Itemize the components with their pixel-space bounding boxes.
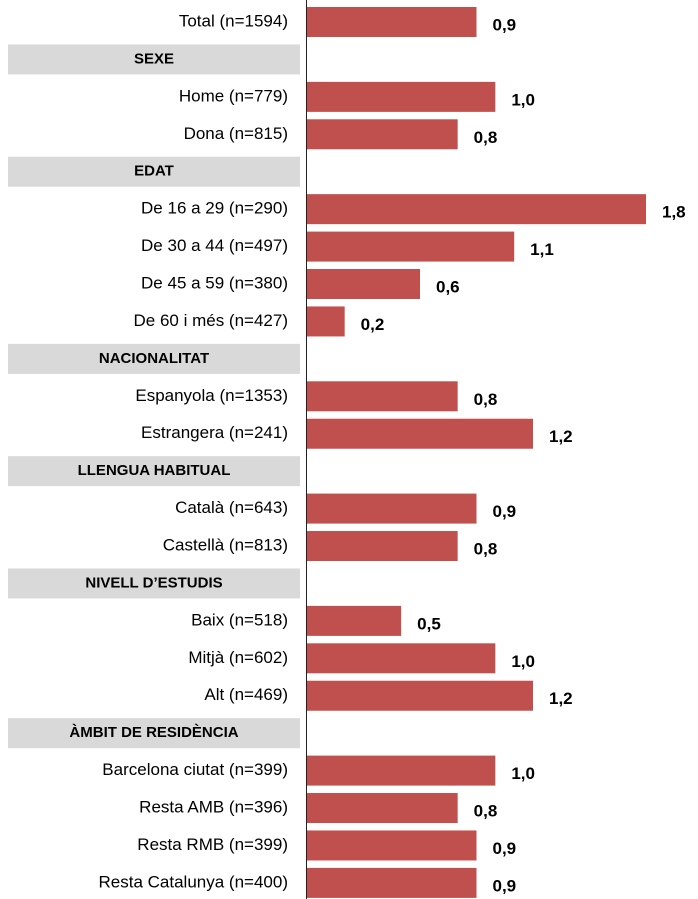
group-header: ÀMBIT DE RESIDÈNCIA: [69, 724, 238, 741]
bar: [307, 231, 515, 262]
value-label: 0,9: [493, 15, 517, 34]
category-label: Castellà (n=813): [163, 536, 288, 555]
category-label: Total (n=1594): [179, 11, 288, 30]
category-label: Mitjà (n=602): [188, 648, 288, 667]
bar: [307, 605, 402, 636]
group-header: SEXE: [134, 50, 174, 67]
group-header-bg: [8, 718, 300, 749]
bar: [307, 418, 533, 449]
bar: [307, 306, 345, 337]
bar: [307, 493, 477, 524]
value-label: 1,0: [511, 90, 535, 109]
group-header: LLENGUA HABITUAL: [78, 462, 231, 479]
bar: [307, 119, 458, 150]
category-label: Resta Catalunya (n=400): [99, 872, 288, 891]
value-label: 0,2: [361, 315, 385, 334]
bar: [307, 531, 458, 562]
group-header-bg: [8, 568, 300, 599]
value-label: 1,8: [662, 203, 686, 222]
bar: [307, 194, 646, 225]
value-label: 0,9: [493, 876, 517, 895]
category-label: Espanyola (n=1353): [135, 386, 288, 405]
category-label: Estrangera (n=241): [141, 423, 288, 442]
value-label: 1,2: [549, 689, 573, 708]
bar: [307, 269, 420, 300]
category-label: Barcelona ciutat (n=399): [102, 760, 288, 779]
bar: [307, 830, 477, 861]
value-label: 0,9: [493, 502, 517, 521]
group-header-bg: [8, 44, 300, 75]
group-header: NACIONALITAT: [99, 350, 209, 367]
value-label: 1,2: [549, 427, 573, 446]
value-label: 1,0: [511, 652, 535, 671]
category-label: Baix (n=518): [191, 610, 288, 629]
bar: [307, 381, 458, 412]
value-label: 0,8: [474, 390, 498, 409]
category-label: De 60 i més (n=427): [134, 311, 289, 330]
value-label: 0,8: [474, 802, 498, 821]
bar: [307, 793, 458, 824]
group-header: NIVELL D’ESTUDIS: [85, 574, 222, 591]
category-label: Home (n=779): [179, 86, 288, 105]
category-label: De 16 a 29 (n=290): [141, 199, 288, 218]
bar: [307, 755, 496, 786]
category-label: Català (n=643): [175, 498, 288, 517]
bar: [307, 81, 496, 112]
category-label: De 45 a 59 (n=380): [141, 273, 288, 292]
bar: [307, 7, 477, 37]
value-label: 1,1: [530, 240, 554, 259]
group-header: EDAT: [134, 163, 174, 180]
group-header-bg: [8, 456, 300, 487]
value-label: 0,8: [474, 128, 498, 147]
value-label: 0,5: [417, 614, 441, 633]
bar: [307, 680, 533, 711]
bar: [307, 867, 477, 898]
value-label: 0,6: [436, 277, 460, 296]
bar: [307, 643, 496, 674]
category-label: Dona (n=815): [184, 124, 288, 143]
value-label: 0,9: [493, 839, 517, 858]
value-label: 0,8: [474, 540, 498, 559]
group-header-bg: [8, 156, 300, 187]
category-label: Resta AMB (n=396): [139, 798, 288, 817]
category-label: Alt (n=469): [204, 685, 288, 704]
group-header-bg: [8, 343, 300, 374]
category-label: De 30 a 44 (n=497): [141, 236, 288, 255]
value-label: 1,0: [511, 764, 535, 783]
category-label: Resta RMB (n=399): [137, 835, 288, 854]
